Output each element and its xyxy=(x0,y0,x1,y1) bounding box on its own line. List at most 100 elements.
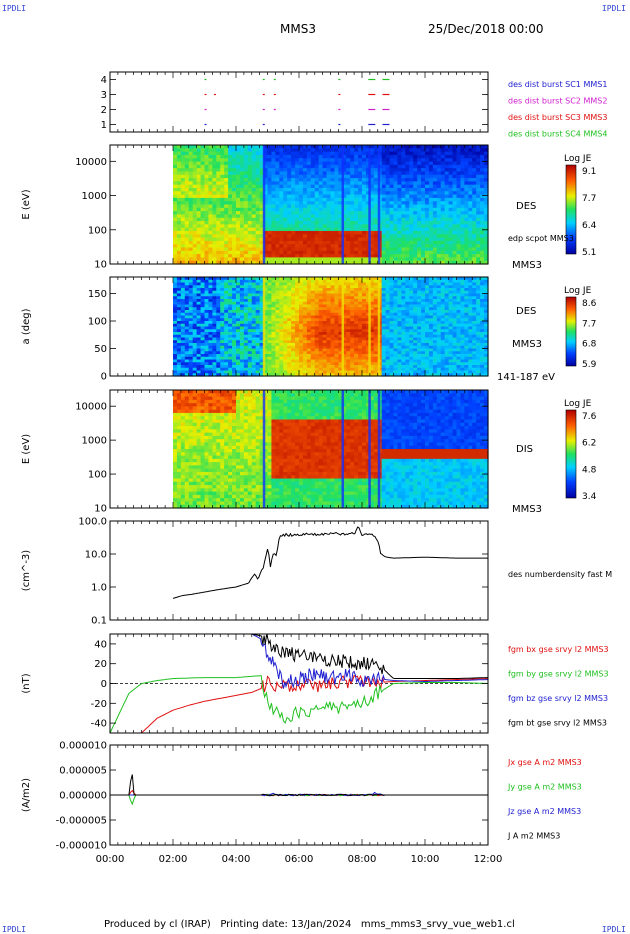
spectrogram-cell xyxy=(322,171,328,176)
spectrogram-cell xyxy=(287,187,292,192)
spectrogram-cell xyxy=(291,299,296,303)
spectrogram-cell xyxy=(232,323,237,328)
spectrogram-cell xyxy=(373,158,379,163)
spectrogram-cell xyxy=(283,334,288,339)
spectrogram-cell xyxy=(263,207,269,212)
spectrogram-cell xyxy=(247,257,253,262)
spectrogram-cell xyxy=(460,187,465,192)
spectrogram-cell xyxy=(460,145,465,149)
spectrogram-cell xyxy=(421,174,426,179)
spectrogram-cell xyxy=(318,340,324,344)
spectrogram-cell xyxy=(220,329,225,333)
spectrogram-cell xyxy=(287,362,292,366)
spectrogram-cell xyxy=(314,221,320,225)
spectrogram-cell xyxy=(444,240,450,245)
spectrogram-cell xyxy=(208,224,213,229)
spectrogram-cell xyxy=(314,178,320,182)
spectrogram-cell xyxy=(362,250,367,255)
spectrogram-cell xyxy=(444,234,450,239)
spectrogram-cell xyxy=(472,240,477,245)
spectrogram-cell xyxy=(401,145,406,149)
spectrogram-cell xyxy=(216,326,221,330)
spectrogram-cell xyxy=(346,348,351,352)
spectrogram-cell xyxy=(365,367,371,372)
spectrogram-cell xyxy=(232,304,237,308)
spectrogram-cell xyxy=(342,367,347,372)
spectrogram-cell xyxy=(224,247,229,252)
spectrogram-cell xyxy=(334,194,339,199)
spectrogram-cell xyxy=(322,373,328,377)
spectrogram-cell xyxy=(239,299,245,303)
spectrogram-cell xyxy=(267,164,273,169)
spectrogram-cell xyxy=(208,362,213,366)
spectrogram-cell xyxy=(299,332,304,336)
spectrogram-cell xyxy=(176,187,182,192)
spectrogram-cell xyxy=(476,254,481,258)
spectrogram-cell xyxy=(271,356,276,361)
spectrogram-cell xyxy=(263,332,269,336)
spectrogram-cell xyxy=(417,148,422,153)
spectrogram-cell xyxy=(444,211,450,216)
spectrogram-cell xyxy=(200,168,206,173)
spectrogram-cell xyxy=(342,326,347,330)
spectrogram-cell xyxy=(369,315,375,319)
spectrogram-cell xyxy=(421,240,426,245)
spectrogram-cell xyxy=(173,356,178,361)
spectrogram-cell xyxy=(228,307,233,311)
spectrogram-cell xyxy=(334,351,339,355)
spectrogram-cell xyxy=(263,214,269,219)
spectrogram-cell xyxy=(247,367,253,372)
spectrogram-cell xyxy=(393,197,399,202)
spectrogram-cell xyxy=(224,237,229,242)
spectrogram-cell xyxy=(196,244,202,249)
spectrogram-cell xyxy=(476,211,481,216)
spectrogram-cell xyxy=(239,257,245,262)
spectrogram-cell xyxy=(413,204,418,209)
spectrogram-cell xyxy=(310,221,316,225)
spectrogram-cell xyxy=(334,282,339,286)
spectrogram-cell xyxy=(267,254,273,258)
spectrogram-cell xyxy=(239,230,245,235)
spectrogram-cell xyxy=(173,351,178,355)
spectrogram-cell xyxy=(287,315,292,319)
spectrogram-cell xyxy=(239,224,245,229)
spectrogram-cell xyxy=(271,171,276,176)
spectrogram-cell xyxy=(393,321,399,325)
spectrogram-cell xyxy=(397,282,402,286)
spectrogram-cell xyxy=(326,204,332,209)
spectrogram-cell xyxy=(212,254,217,258)
spectrogram-cell xyxy=(263,217,269,222)
spectrogram-cell xyxy=(224,359,229,363)
spectrogram-cell xyxy=(417,164,422,169)
spectrogram-cell xyxy=(314,277,320,281)
spectrogram-cell xyxy=(196,290,202,295)
spectrogram-cell xyxy=(373,224,379,229)
spectrogram-cell xyxy=(362,240,367,245)
spectrogram-cell xyxy=(456,260,462,265)
spectrogram-cell xyxy=(448,174,454,179)
spectrogram-cell xyxy=(302,201,308,206)
spectrogram-cell xyxy=(267,299,273,303)
spectrogram-cell xyxy=(314,288,320,292)
spectrogram-cell xyxy=(456,164,462,169)
spectrogram-cell xyxy=(448,154,454,159)
spectrogram-cell xyxy=(354,145,359,149)
spectrogram-cell xyxy=(291,356,296,361)
spectrogram-cell xyxy=(338,154,343,159)
spectrogram-cell xyxy=(176,171,182,176)
spectrogram-cell xyxy=(346,247,351,252)
spectrogram-cell xyxy=(432,217,438,222)
spectrogram-cell xyxy=(464,247,469,252)
spectrogram-cell xyxy=(385,329,391,333)
spectrogram-cell xyxy=(236,310,241,314)
spectrogram-cell xyxy=(326,362,332,366)
spectrogram-cell xyxy=(302,299,308,303)
spectrogram-cell xyxy=(247,214,253,219)
spectrogram-cell xyxy=(338,296,343,300)
spectrogram-cell xyxy=(279,282,284,286)
spectrogram-cell xyxy=(302,307,308,311)
spectrogram-cell xyxy=(354,234,359,239)
spectrogram-cell xyxy=(389,224,395,229)
spectrogram-cell xyxy=(279,279,284,284)
spectrogram-cell xyxy=(295,194,300,199)
